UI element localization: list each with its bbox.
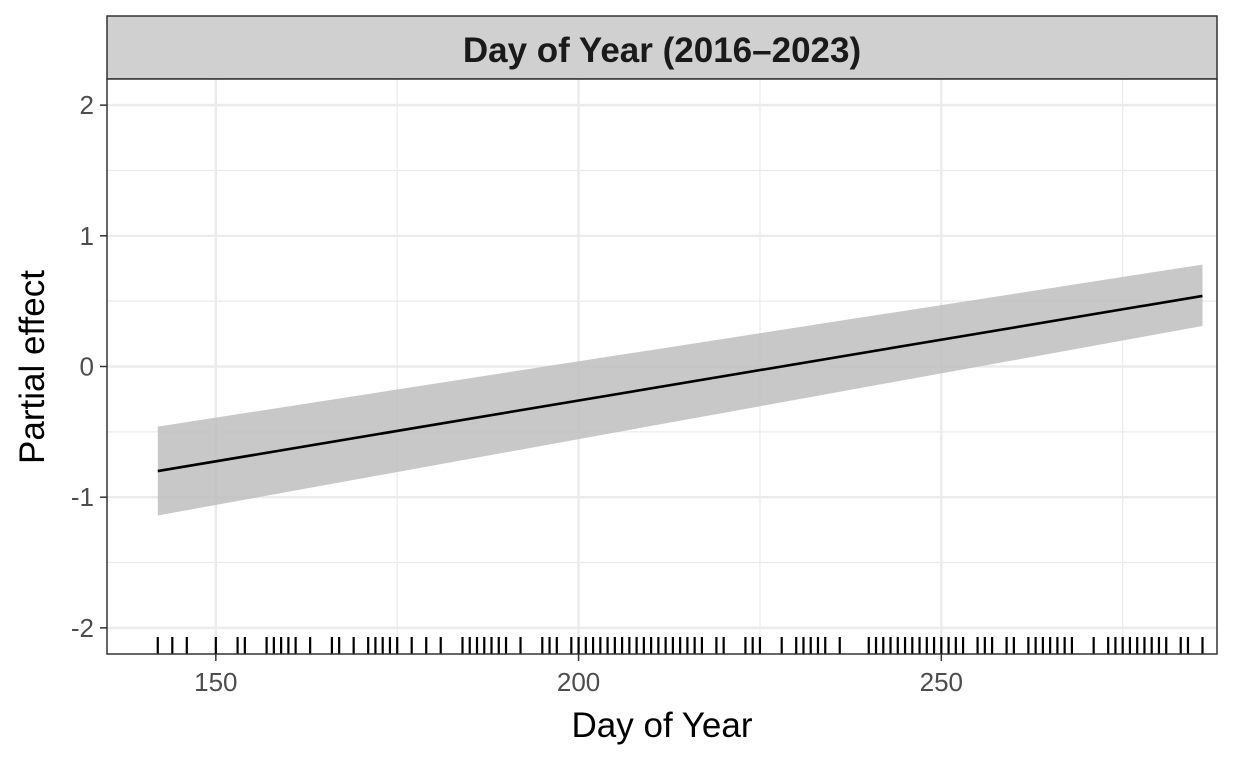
y-tick-label: -2	[71, 613, 94, 643]
fit-line	[157, 294, 1203, 473]
x-tick-label: 150	[194, 667, 237, 697]
x-axis: 150 200 250	[194, 654, 963, 697]
fit-line-layer	[157, 294, 1203, 473]
facet-strip	[106, 15, 1218, 80]
chart-title: Day of Year (2016–2023)	[463, 31, 861, 70]
confidence-band	[157, 264, 1203, 516]
grid	[107, 79, 1217, 654]
y-tick-label: 1	[80, 221, 94, 251]
y-tick-label: -1	[71, 482, 94, 512]
x-tick-label: 250	[920, 667, 963, 697]
y-axis-title: Partial effect	[13, 270, 52, 464]
x-axis-title: Day of Year	[572, 706, 753, 745]
x-tick-label: 200	[557, 667, 600, 697]
y-tick-label: 2	[80, 90, 94, 120]
y-tick-label: 0	[80, 352, 94, 382]
confidence-band-layer	[157, 264, 1203, 516]
rug-layer	[156, 637, 1204, 654]
y-axis: -2 -1 0 1 2	[71, 90, 107, 643]
